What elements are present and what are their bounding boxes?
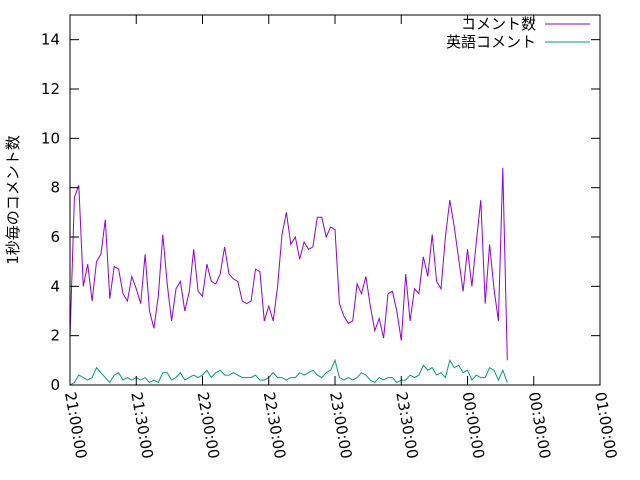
- y-tick-label: 4: [50, 277, 60, 295]
- y-tick-label: 8: [50, 179, 60, 197]
- x-tick-label: 23:30:00: [392, 391, 421, 460]
- y-tick-label: 12: [41, 80, 60, 98]
- y-tick-label: 6: [50, 228, 60, 246]
- legend-label-1: コメント数: [461, 15, 536, 33]
- plot-frame: [69, 14, 601, 386]
- y-tick-label: 10: [41, 129, 60, 147]
- x-tick-label: 22:00:00: [194, 391, 223, 460]
- x-tick-label: 00:00:00: [459, 391, 488, 460]
- y-tick-label: 0: [50, 376, 60, 394]
- series-line-1: [69, 167, 508, 361]
- x-tick-label: 23:00:00: [326, 391, 355, 460]
- x-tick-label: 01:00:00: [591, 391, 620, 460]
- x-tick-label: 21:00:00: [61, 391, 90, 460]
- x-tick-label: 21:30:00: [127, 391, 156, 460]
- y-tick-label: 2: [50, 327, 60, 345]
- x-tick-label: 22:30:00: [260, 391, 289, 460]
- series-line-2: [69, 358, 508, 386]
- y-tick-label: 14: [41, 31, 60, 49]
- x-tick-label: 00:30:00: [525, 391, 554, 460]
- y-axis-label: 1秒毎のコメント数: [4, 135, 22, 265]
- legend-label-2: 英語コメント: [446, 33, 536, 51]
